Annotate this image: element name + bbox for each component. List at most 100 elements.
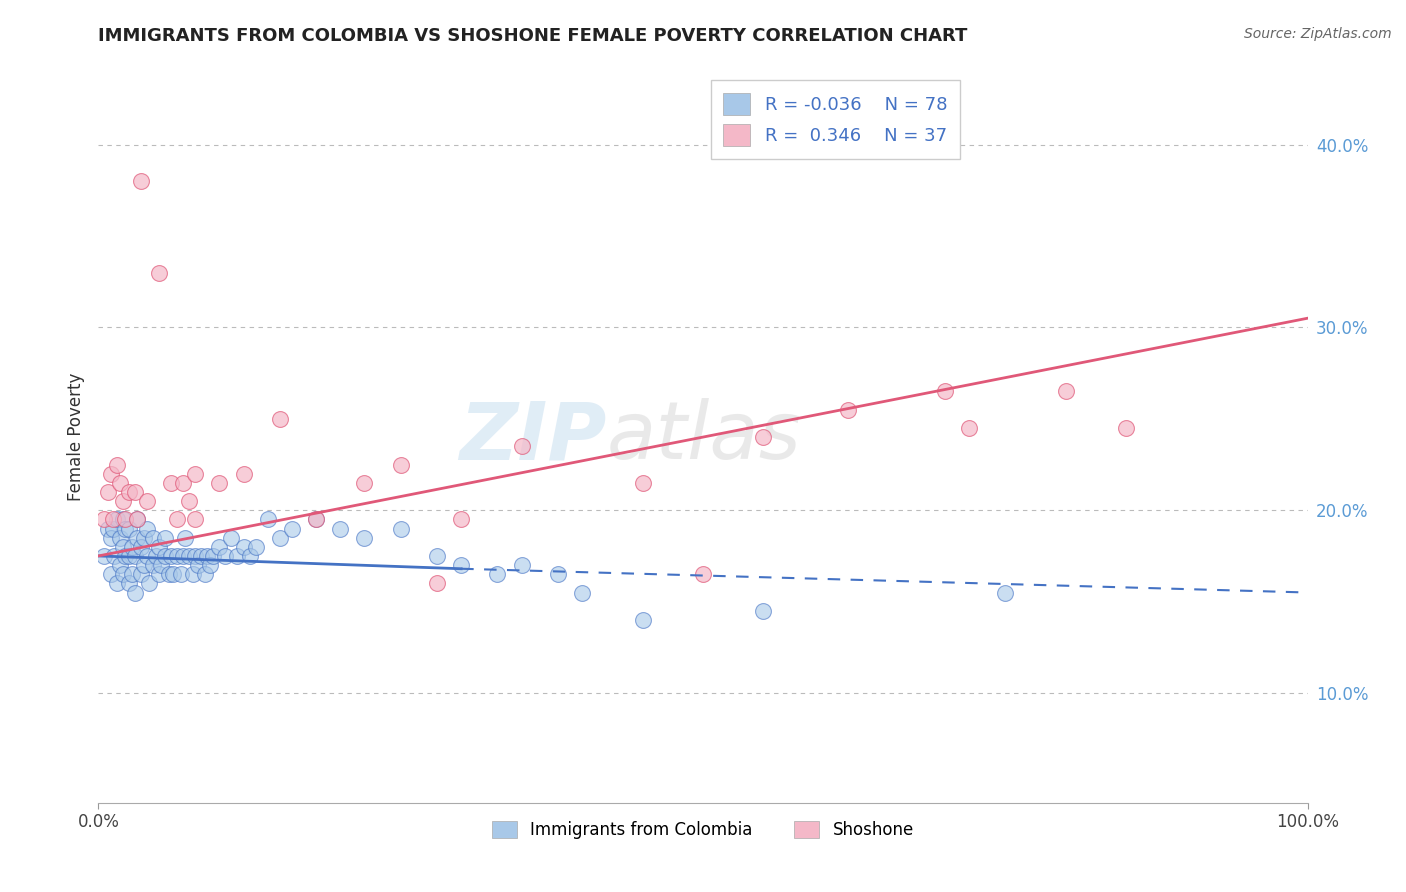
Point bbox=[118, 549, 141, 563]
Point bbox=[138, 576, 160, 591]
Point bbox=[389, 521, 412, 535]
Point bbox=[166, 512, 188, 526]
Point bbox=[148, 540, 170, 554]
Point bbox=[510, 439, 533, 453]
Point bbox=[389, 458, 412, 472]
Point bbox=[631, 613, 654, 627]
Point bbox=[108, 558, 131, 573]
Point bbox=[934, 384, 956, 399]
Point bbox=[226, 549, 249, 563]
Point bbox=[269, 531, 291, 545]
Point bbox=[127, 512, 149, 526]
Point bbox=[305, 512, 328, 526]
Point bbox=[93, 549, 115, 563]
Point bbox=[426, 576, 449, 591]
Point bbox=[114, 512, 136, 526]
Point bbox=[150, 558, 173, 573]
Point bbox=[256, 512, 278, 526]
Point bbox=[114, 521, 136, 535]
Text: IMMIGRANTS FROM COLOMBIA VS SHOSHONE FEMALE POVERTY CORRELATION CHART: IMMIGRANTS FROM COLOMBIA VS SHOSHONE FEM… bbox=[98, 27, 967, 45]
Point bbox=[202, 549, 225, 563]
Point bbox=[752, 430, 775, 444]
Point bbox=[187, 558, 209, 573]
Point bbox=[127, 531, 149, 545]
Point bbox=[121, 540, 143, 554]
Point bbox=[239, 549, 262, 563]
Point bbox=[195, 549, 218, 563]
Point bbox=[571, 585, 593, 599]
Point bbox=[353, 475, 375, 490]
Point bbox=[134, 558, 156, 573]
Point bbox=[181, 567, 204, 582]
Point bbox=[105, 512, 128, 526]
Point bbox=[129, 174, 152, 188]
Point bbox=[129, 567, 152, 582]
Point bbox=[124, 485, 146, 500]
Point bbox=[837, 402, 859, 417]
Point bbox=[108, 531, 131, 545]
Point bbox=[208, 475, 231, 490]
Point bbox=[100, 567, 122, 582]
Point bbox=[162, 567, 184, 582]
Point bbox=[190, 549, 212, 563]
Point bbox=[184, 512, 207, 526]
Point bbox=[124, 549, 146, 563]
Point bbox=[232, 467, 254, 481]
Point bbox=[172, 475, 194, 490]
Point bbox=[450, 512, 472, 526]
Point bbox=[184, 549, 207, 563]
Point bbox=[118, 485, 141, 500]
Point bbox=[153, 549, 176, 563]
Point bbox=[269, 412, 291, 426]
Point bbox=[135, 549, 157, 563]
Point bbox=[108, 475, 131, 490]
Point bbox=[208, 540, 231, 554]
Point bbox=[450, 558, 472, 573]
Point bbox=[174, 531, 197, 545]
Point bbox=[692, 567, 714, 582]
Point bbox=[353, 531, 375, 545]
Point bbox=[142, 531, 165, 545]
Point bbox=[148, 266, 170, 280]
Point bbox=[135, 494, 157, 508]
Point bbox=[631, 475, 654, 490]
Point bbox=[100, 531, 122, 545]
Point bbox=[142, 558, 165, 573]
Point bbox=[118, 576, 141, 591]
Point bbox=[957, 421, 980, 435]
Point bbox=[105, 576, 128, 591]
Point bbox=[179, 549, 201, 563]
Point bbox=[752, 604, 775, 618]
Point bbox=[124, 585, 146, 599]
Point bbox=[135, 521, 157, 535]
Point bbox=[510, 558, 533, 573]
Point bbox=[101, 512, 124, 526]
Point bbox=[281, 521, 304, 535]
Point bbox=[166, 549, 188, 563]
Point bbox=[111, 567, 134, 582]
Point bbox=[114, 549, 136, 563]
Point bbox=[153, 531, 176, 545]
Point bbox=[121, 567, 143, 582]
Text: ZIP: ZIP bbox=[458, 398, 606, 476]
Point bbox=[232, 540, 254, 554]
Point bbox=[221, 531, 243, 545]
Point bbox=[157, 567, 180, 582]
Point bbox=[134, 531, 156, 545]
Point bbox=[486, 567, 509, 582]
Point bbox=[1054, 384, 1077, 399]
Point bbox=[194, 567, 217, 582]
Point bbox=[184, 467, 207, 481]
Point bbox=[547, 567, 569, 582]
Point bbox=[145, 549, 167, 563]
Point bbox=[198, 558, 221, 573]
Point bbox=[160, 549, 183, 563]
Point bbox=[97, 521, 120, 535]
Point bbox=[179, 494, 201, 508]
Point bbox=[426, 549, 449, 563]
Text: atlas: atlas bbox=[606, 398, 801, 476]
Point bbox=[305, 512, 328, 526]
Point bbox=[127, 512, 149, 526]
Point bbox=[111, 512, 134, 526]
Point bbox=[118, 521, 141, 535]
